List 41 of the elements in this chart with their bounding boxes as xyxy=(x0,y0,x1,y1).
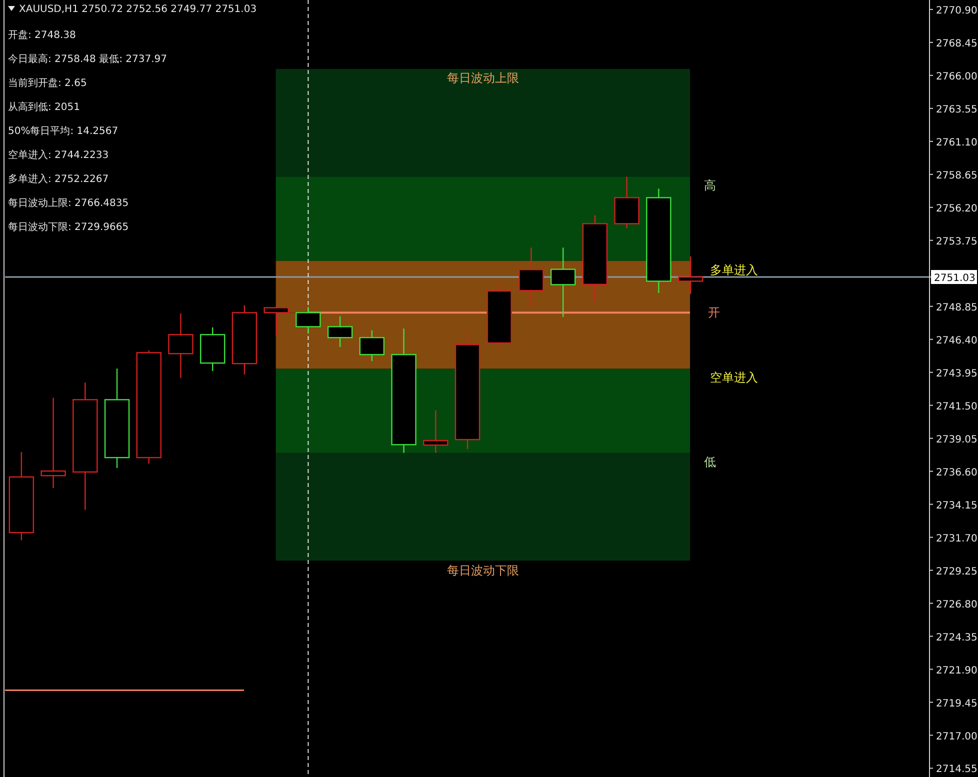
y-tick-label: 2731.70 xyxy=(936,533,978,544)
y-tick-label: 2748.85 xyxy=(936,302,978,314)
chart-title: XAUUSD,H1 2750.72 2752.56 2749.77 2751.03 xyxy=(19,4,257,15)
y-tick-label: 2734.15 xyxy=(936,500,978,512)
annotation: 空单进入: 2744.2233 xyxy=(8,149,109,161)
y-tick-label: 2724.35 xyxy=(936,632,978,644)
annotation: 开盘: 2748.38 xyxy=(8,29,76,41)
y-tick-label: 2763.55 xyxy=(936,104,978,116)
y-tick-label: 2756.20 xyxy=(936,203,978,214)
y-tick-label: 2766.00 xyxy=(936,71,978,82)
y-tick-label: 2761.10 xyxy=(936,137,978,148)
annotation: 每日波动下限: 2729.9665 xyxy=(8,221,129,233)
band-label: 每日波动下限 xyxy=(446,564,519,578)
ref-line-label: 开 xyxy=(708,306,720,320)
y-tick-label: 2758.65 xyxy=(936,170,978,182)
y-tick-label: 2739.05 xyxy=(936,434,978,446)
annotation: 当前到开盘: 2.65 xyxy=(8,77,87,89)
annotation: 50%每日平均: 14.2567 xyxy=(8,125,118,137)
annotation: 从高到低: 2051 xyxy=(8,101,80,113)
y-tick-label: 2719.45 xyxy=(936,698,978,710)
y-tick-label: 2743.95 xyxy=(936,368,978,380)
y-tick-label: 2714.55 xyxy=(936,764,978,776)
band-label: 每日波动上限 xyxy=(446,70,519,85)
y-tick-label: 2753.75 xyxy=(936,236,978,248)
annotation: 每日波动上限: 2766.4835 xyxy=(8,197,129,209)
y-tick-label: 2736.60 xyxy=(936,467,978,478)
y-tick-label: 2721.90 xyxy=(936,665,978,676)
band-label: 高 xyxy=(704,178,716,193)
annotation: 多单进入: 2752.2267 xyxy=(8,173,109,185)
band-label: 低 xyxy=(704,454,716,469)
band-label: 空单进入 xyxy=(710,370,758,385)
y-tick-label: 2726.80 xyxy=(936,599,978,610)
y-tick-label: 2741.50 xyxy=(936,401,978,412)
y-tick-label: 2746.40 xyxy=(936,335,978,346)
y-tick-label: 2751.03 xyxy=(934,273,976,284)
annotation: 今日最高: 2758.48 最低: 2737.97 xyxy=(8,53,167,65)
y-tick-label: 2729.25 xyxy=(936,566,978,578)
y-tick-label: 2768.45 xyxy=(936,38,978,50)
y-tick-label: 2770.90 xyxy=(936,5,978,16)
y-tick-label: 2717.00 xyxy=(936,731,978,742)
band-label: 多单进入 xyxy=(710,262,758,277)
